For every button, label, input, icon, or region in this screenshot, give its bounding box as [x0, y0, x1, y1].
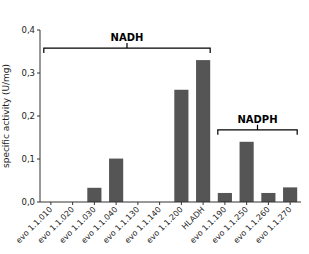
y-tick-label: 0,4 [21, 25, 35, 35]
bracket-label: NADPH [237, 114, 277, 125]
x-tick [159, 202, 160, 205]
bars [87, 60, 297, 202]
bar [196, 60, 210, 202]
bar [174, 90, 188, 202]
y-tick [37, 116, 40, 117]
y-tick-label: 0,1 [21, 154, 35, 164]
x-tick [246, 202, 247, 205]
y-tick [37, 30, 40, 31]
x-tick [203, 202, 204, 205]
x-tick [50, 202, 51, 205]
y-tick-label: 0,3 [21, 68, 35, 78]
bar [283, 187, 297, 202]
y-tick-label: 0,0 [21, 197, 35, 207]
y-tick [37, 159, 40, 160]
chart: 0,00,10,20,30,4evo 1.1.010evo 1.1.020evo… [0, 0, 309, 254]
bar [218, 193, 232, 202]
bracket-line [44, 43, 210, 53]
y-tick-label: 0,2 [21, 111, 35, 121]
x-tick [290, 202, 291, 205]
x-tick [268, 202, 269, 205]
bar [87, 188, 101, 202]
y-tick [37, 73, 40, 74]
x-tick [181, 202, 182, 205]
x-tick-label: evo 1.1.270 [253, 205, 293, 245]
y-axis-label: specific activity (U/mg) [1, 64, 11, 168]
x-tick [116, 202, 117, 205]
bracket-line [218, 125, 297, 135]
y-tick [37, 202, 40, 203]
bracket-label: NADH [111, 32, 144, 43]
bracket: NADPH [218, 114, 297, 135]
x-tick [72, 202, 73, 205]
x-tick [94, 202, 95, 205]
x-axis [40, 202, 301, 203]
x-tick [224, 202, 225, 205]
bar [261, 193, 275, 202]
bar [240, 142, 254, 202]
bar [109, 159, 123, 202]
bracket: NADH [44, 32, 210, 53]
x-tick [137, 202, 138, 205]
